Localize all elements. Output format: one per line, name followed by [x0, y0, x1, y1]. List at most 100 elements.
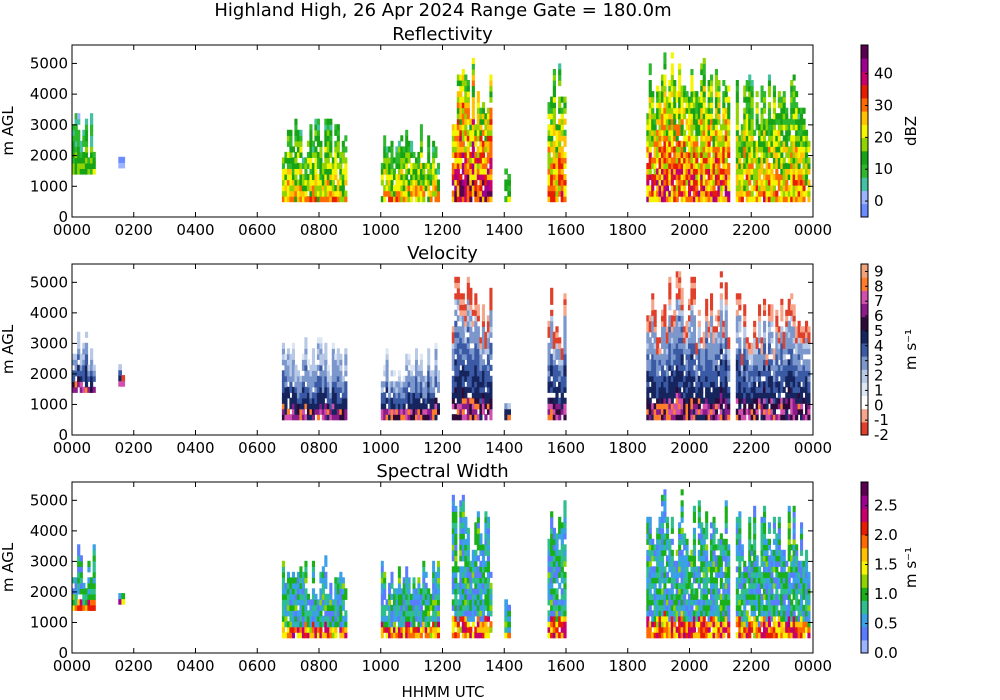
echo-cell — [479, 124, 483, 131]
echo-cell — [705, 146, 709, 153]
echo-cell — [763, 135, 767, 142]
echo-cell — [797, 179, 801, 186]
echo-cell — [670, 403, 674, 410]
echo-cell — [658, 196, 662, 203]
echo-cell — [790, 364, 794, 371]
echo-cell — [563, 408, 567, 415]
echo-cell — [474, 337, 478, 344]
echo-cell — [321, 168, 325, 175]
echo-cell — [658, 403, 662, 410]
echo-cell — [714, 168, 718, 175]
echo-cell — [306, 381, 310, 388]
echo-cell — [481, 140, 485, 147]
x-tick-label: 0600 — [238, 221, 276, 239]
echo-cell — [735, 337, 739, 344]
echo-cell — [456, 168, 460, 175]
echo-cell — [668, 91, 672, 98]
echo-cell — [792, 403, 796, 410]
echo-cell — [329, 621, 333, 628]
echo-cell — [555, 403, 559, 410]
echo-cell — [77, 162, 81, 169]
echo-cell — [805, 364, 809, 371]
echo-cell — [484, 375, 488, 382]
echo-cell — [410, 386, 414, 393]
echo-cell — [316, 375, 320, 382]
echo-cell — [555, 146, 559, 153]
echo-cell — [383, 185, 387, 192]
echo-cell — [454, 168, 458, 175]
x-tick-label: 1600 — [547, 221, 585, 239]
echo-cell — [479, 157, 483, 164]
echo-cell — [755, 91, 759, 98]
echo-cell — [471, 96, 475, 103]
echo-cell — [780, 381, 784, 388]
echo-cell — [284, 604, 288, 611]
echo-cell — [722, 162, 726, 169]
echo-cell — [797, 381, 801, 388]
echo-cell — [385, 359, 389, 366]
echo-cell — [479, 337, 483, 344]
echo-cell — [466, 151, 470, 158]
echo-cell — [456, 403, 460, 410]
echo-cell — [745, 157, 749, 164]
echo-cell — [702, 348, 706, 355]
echo-cell — [785, 135, 789, 142]
echo-cell — [685, 414, 689, 421]
colorbar-segment — [861, 277, 868, 291]
y-axis-label: m AGL — [0, 324, 17, 374]
echo-cell — [331, 348, 335, 355]
echo-cell — [724, 304, 728, 311]
echo-cell — [331, 185, 335, 192]
echo-cell — [422, 185, 426, 192]
echo-cell — [735, 381, 739, 388]
echo-cell — [74, 124, 78, 131]
echo-cell — [385, 397, 389, 404]
echo-cell — [560, 370, 564, 377]
echo-cell — [750, 381, 754, 388]
echo-cell — [397, 185, 401, 192]
echo-cell — [805, 168, 809, 175]
echo-cell — [719, 179, 723, 186]
echo-cell — [680, 168, 684, 175]
echo-cell — [805, 174, 809, 181]
echo-cell — [339, 162, 343, 169]
echo-cell — [763, 364, 767, 371]
echo-cell — [661, 107, 665, 114]
echo-cell — [805, 381, 809, 388]
echo-cell — [661, 309, 665, 316]
echo-cell — [296, 414, 300, 421]
echo-cell — [466, 282, 470, 289]
echo-cell — [745, 174, 749, 181]
echo-cell — [795, 196, 799, 203]
echo-cell — [314, 626, 318, 633]
echo-cell — [336, 353, 340, 360]
echo-cell — [688, 162, 692, 169]
echo-cell — [735, 298, 739, 305]
echo-cell — [481, 315, 485, 322]
echo-cell — [324, 190, 328, 197]
echo-cell — [685, 348, 689, 355]
echo-cell — [400, 604, 404, 611]
echo-cell — [707, 146, 711, 153]
echo-cell — [558, 342, 562, 349]
echo-cell — [683, 364, 687, 371]
echo-cell — [84, 118, 89, 125]
echo-cell — [289, 604, 293, 611]
echo-cell — [456, 386, 460, 393]
echo-cell — [489, 107, 493, 114]
echo-cell — [805, 129, 809, 136]
echo-cell — [648, 80, 652, 87]
echo-cell — [802, 135, 806, 142]
echo-cell — [311, 610, 315, 617]
echo-cell — [471, 320, 475, 327]
echo-cell — [653, 146, 657, 153]
echo-cell — [77, 555, 81, 562]
echo-cell — [552, 129, 556, 136]
echo-cell — [415, 162, 418, 169]
echo-cell — [688, 370, 692, 377]
echo-cell — [304, 414, 308, 421]
echo-cell — [563, 414, 567, 421]
echo-cell — [665, 107, 669, 114]
echo-cell — [390, 196, 394, 203]
echo-cell — [777, 353, 781, 360]
